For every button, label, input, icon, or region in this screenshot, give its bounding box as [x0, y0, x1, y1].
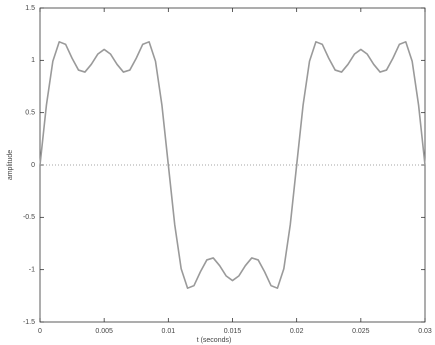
y-tick-label: 0	[31, 162, 35, 169]
y-tick-label: 1	[31, 57, 35, 64]
x-tick-label: 0	[38, 328, 42, 335]
x-tick-label: 0.005	[95, 328, 113, 335]
x-tick-label: 0.02	[290, 328, 304, 335]
x-axis-label: t (seconds)	[197, 337, 232, 344]
y-axis-label: amplitude	[7, 150, 14, 180]
y-tick-label: -1	[29, 267, 35, 274]
x-tick-label: 0.015	[224, 328, 242, 335]
x-tick-label: 0.03	[418, 328, 432, 335]
x-tick-label: 0.01	[162, 328, 176, 335]
data-line	[39, 41, 426, 289]
x-tick-label: 0.025	[352, 328, 370, 335]
y-tick-label: 1.5	[25, 5, 35, 12]
y-tick-label: -0.5	[23, 214, 35, 221]
y-tick-label: 0.5	[25, 110, 35, 117]
y-tick-label: -1.5	[23, 319, 35, 326]
